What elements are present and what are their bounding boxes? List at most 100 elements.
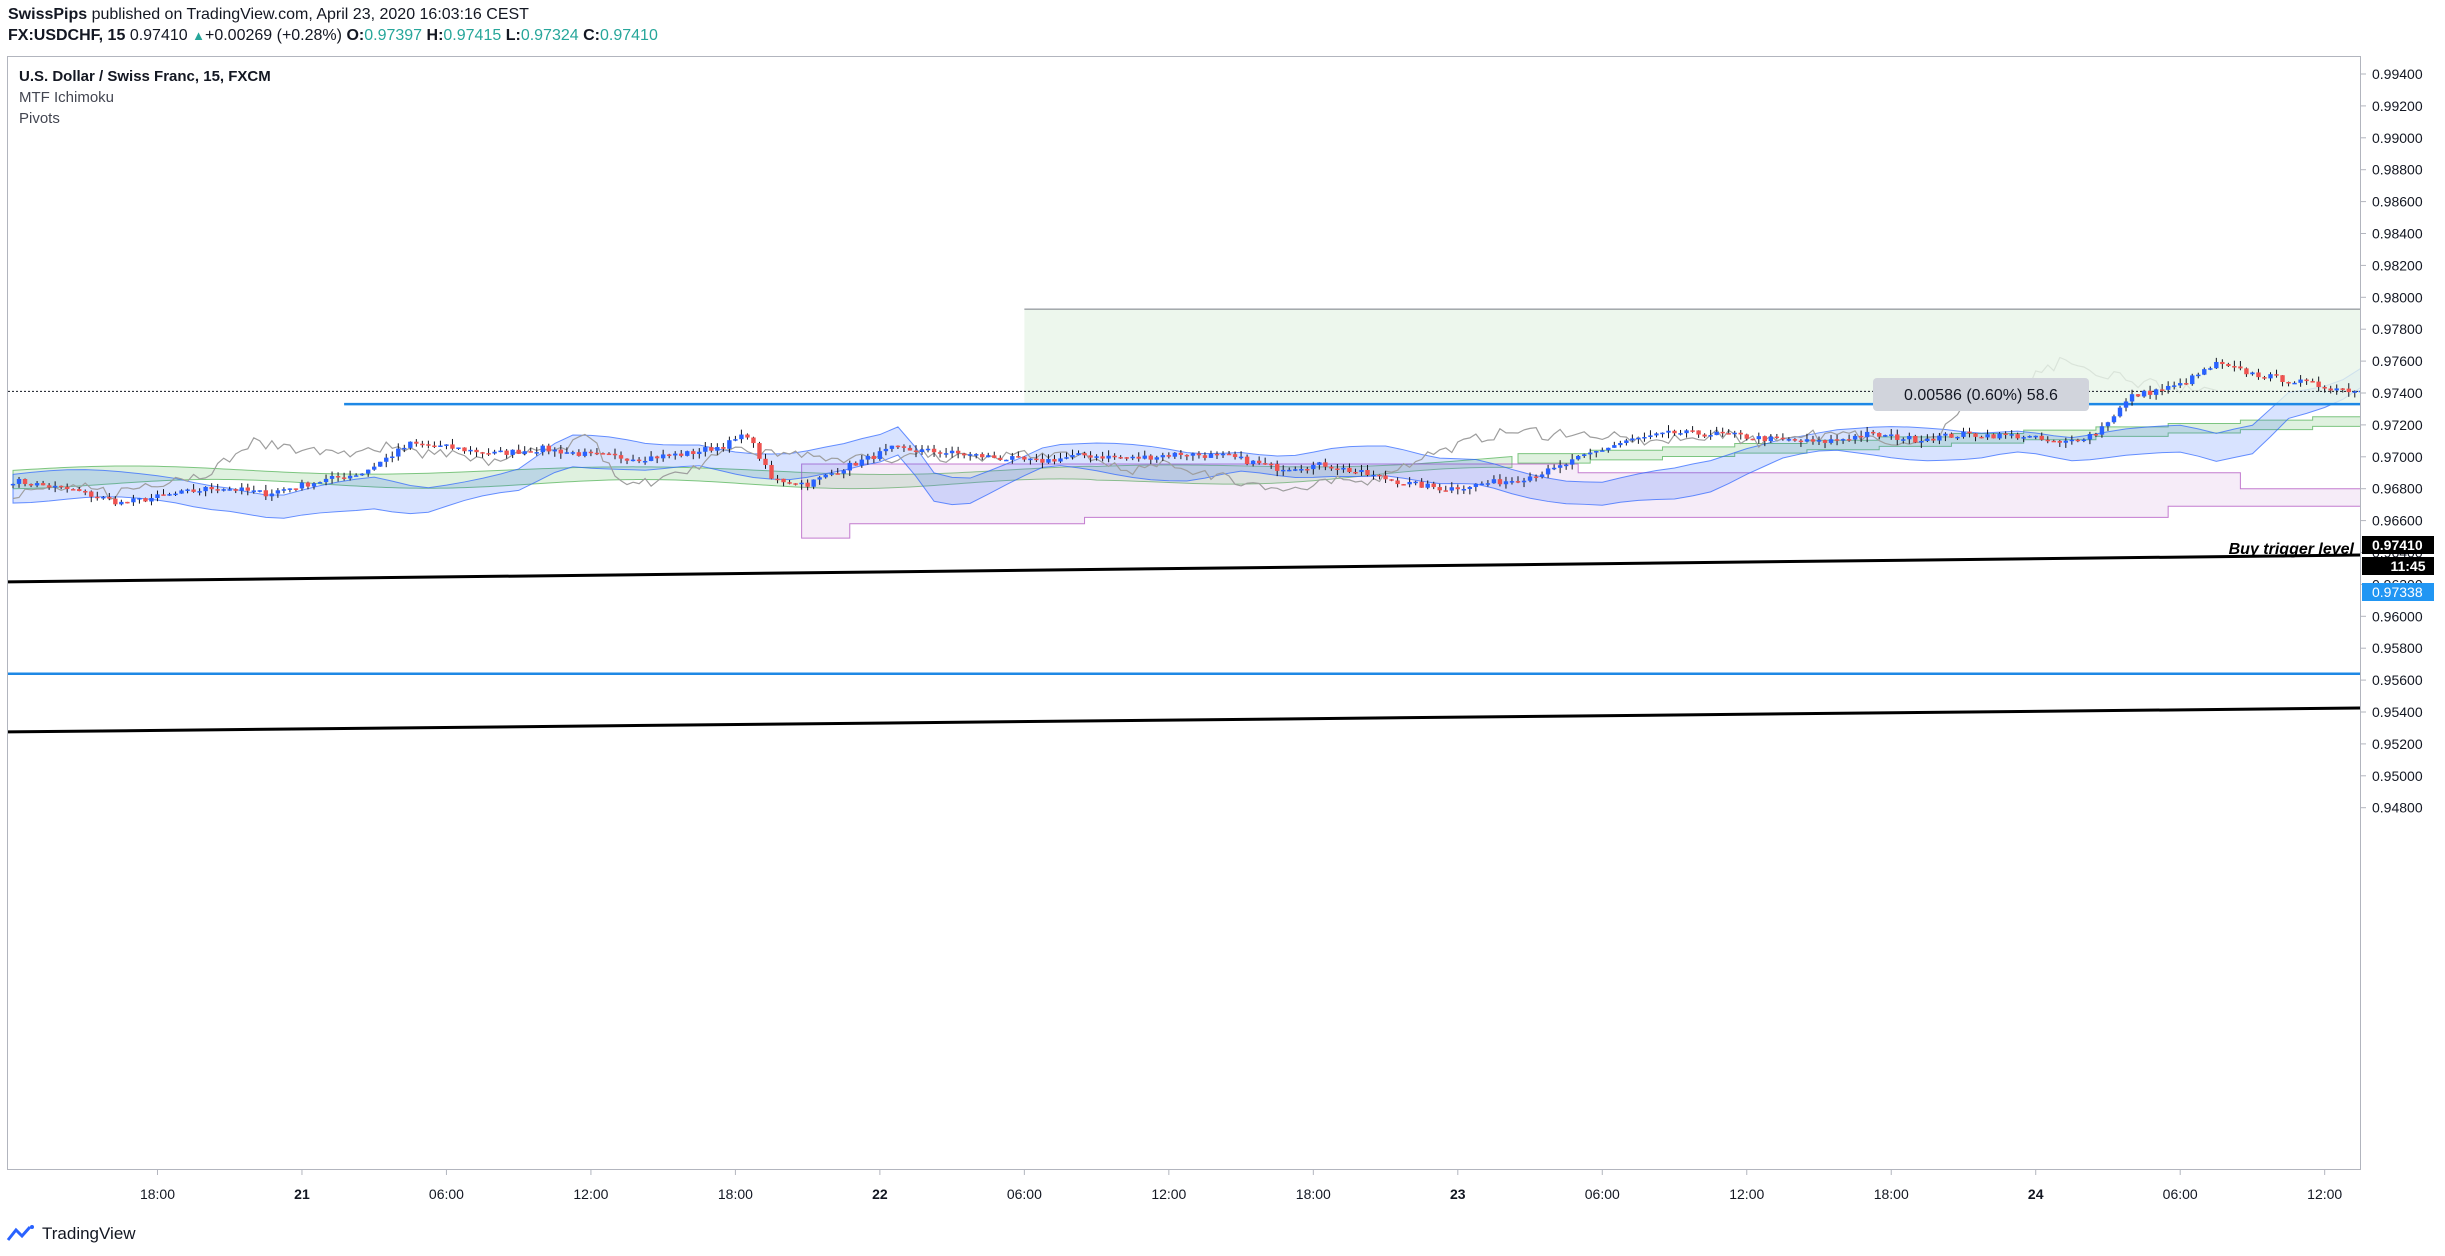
candle-down: [1991, 434, 1996, 439]
candle-up: [1636, 437, 1641, 440]
price-tick-label: 0.98400: [2372, 226, 2423, 242]
candle-down: [2244, 368, 2249, 375]
candle-down: [1323, 462, 1328, 467]
candle-up: [739, 434, 744, 440]
candle-up: [540, 445, 545, 453]
candle-down: [2075, 439, 2081, 442]
annotations-layer: 0.00586 (0.60%) 58.6 Buy trigger level 0.9…: [1873, 378, 2434, 601]
candle-up: [1521, 480, 1527, 483]
candle-down: [71, 489, 76, 491]
candle-up: [131, 498, 136, 503]
candle-up: [185, 489, 190, 491]
candle-down: [2262, 377, 2267, 379]
candle-down: [2280, 375, 2285, 383]
candle-up: [1654, 433, 1659, 436]
candle-up: [1708, 435, 1713, 437]
candle-up: [1371, 474, 1376, 477]
time-tick-label: 18:00: [1874, 1186, 1909, 1202]
candle-up: [534, 452, 539, 454]
candle-down: [28, 483, 34, 486]
candle-up: [2268, 374, 2273, 379]
candle-up: [1594, 451, 1599, 453]
price-tick-label: 0.98800: [2372, 162, 2423, 178]
candle-down: [666, 454, 672, 456]
candle-up: [2069, 439, 2075, 442]
candle-up: [2352, 391, 2357, 393]
time-tick-label: 06:00: [1585, 1186, 1620, 1202]
candle-down: [486, 453, 491, 455]
candle-up: [1130, 456, 1135, 459]
candle-up: [1010, 456, 1015, 460]
candle-up: [1070, 455, 1075, 458]
candle-down: [2003, 433, 2008, 436]
candle-up: [299, 482, 305, 489]
candle-up: [1341, 467, 1346, 470]
candle-down: [1196, 453, 1202, 456]
candle-up: [52, 485, 58, 488]
candle-up: [1563, 464, 1569, 467]
candle-up: [2081, 439, 2087, 442]
candle-down: [1377, 474, 1382, 477]
candle-up: [841, 470, 846, 474]
plot-area[interactable]: [0, 308, 2445, 734]
price-axis[interactable]: 0.99400 0.99200 0.99000 0.98800 0.98600 0.984…: [2361, 56, 2445, 1170]
chart-header: SwissPips published on TradingView.com, …: [0, 0, 2445, 52]
candle-down: [2328, 388, 2333, 391]
candle-up: [402, 447, 407, 450]
price-tick-label: 0.95600: [2372, 672, 2423, 688]
candle-up: [1425, 483, 1430, 488]
candle-down: [1672, 430, 1677, 434]
candle-up: [2250, 372, 2255, 375]
candle-up: [1317, 462, 1322, 465]
candle-up: [2165, 385, 2171, 390]
brand-name[interactable]: TradingView: [42, 1224, 136, 1243]
price-tick-label: 0.99200: [2372, 98, 2423, 114]
candle-up: [1413, 481, 1418, 484]
candle-up: [1064, 457, 1069, 459]
candle-down: [2039, 435, 2044, 440]
candle-up: [2123, 401, 2129, 408]
indicator-pivots[interactable]: Pivots: [19, 110, 60, 127]
candle-up: [227, 489, 232, 491]
time-axis[interactable]: 18:00 21 06:00 12:00 18:00 22 06:00 12:00 18:00 2…: [140, 1170, 2342, 1202]
candle-up: [1630, 438, 1635, 441]
indicator-ichimoku[interactable]: MTF Ichimoku: [19, 89, 115, 106]
candle-down: [913, 450, 919, 453]
candle-down: [161, 494, 166, 496]
symbol-label[interactable]: FX:USDCHF, 15: [8, 27, 126, 44]
candle-down: [426, 444, 431, 446]
candle-down: [305, 482, 311, 487]
candle-up: [1582, 454, 1587, 456]
candle-down: [1082, 453, 1087, 456]
measure-box: [1024, 309, 2360, 403]
close-value: 0.97410: [600, 27, 658, 44]
candle-up: [1467, 486, 1473, 489]
candle-down: [2340, 388, 2345, 390]
time-tick-label: 12:00: [1151, 1186, 1186, 1202]
candle-down: [1166, 455, 1172, 457]
candle-up: [275, 490, 281, 494]
chart-frame: [7, 56, 2361, 1170]
candle-up: [2033, 435, 2038, 438]
legend-title[interactable]: U.S. Dollar / Swiss Franc, 15, FXCM: [19, 68, 271, 85]
candle-down: [1389, 479, 1394, 481]
lagging-span-line: [12, 356, 2217, 501]
candle-up: [1961, 431, 1966, 437]
candle-down: [1822, 440, 1828, 443]
candle-down: [2256, 372, 2261, 378]
time-tick-label: 24: [2028, 1186, 2044, 1202]
candle-down: [1353, 471, 1358, 474]
candle-down: [1437, 487, 1442, 491]
time-tick-label: 06:00: [1007, 1186, 1042, 1202]
candle-up: [510, 449, 515, 455]
candle-up: [257, 490, 263, 492]
candle-up: [456, 447, 461, 449]
candle-down: [1383, 475, 1388, 480]
candle-down: [1858, 435, 1864, 438]
open-label: O:: [346, 27, 365, 44]
candle-up: [408, 441, 413, 448]
candle-down: [40, 483, 46, 486]
candle-down: [341, 477, 347, 479]
author-name[interactable]: SwissPips: [8, 6, 88, 23]
